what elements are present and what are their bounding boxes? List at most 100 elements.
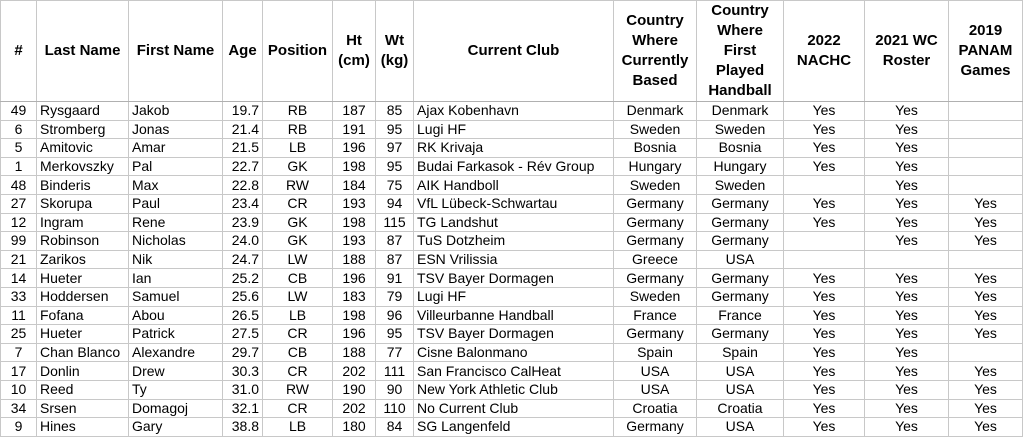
cell-country-first-played[interactable]: Denmark bbox=[696, 101, 784, 121]
cell-weight[interactable]: 110 bbox=[375, 398, 414, 419]
cell-2021-wc-roster[interactable]: Yes bbox=[864, 398, 949, 419]
cell-country-based[interactable]: Sweden bbox=[613, 286, 697, 307]
cell-country-first-played[interactable]: France bbox=[696, 305, 784, 326]
cell-height[interactable]: 190 bbox=[332, 379, 376, 400]
cell-country-first-played[interactable]: Germany bbox=[696, 324, 784, 344]
cell-2021-wc-roster[interactable]: Yes bbox=[864, 268, 949, 288]
cell-height[interactable]: 191 bbox=[332, 119, 376, 140]
cell-first-name[interactable]: Jakob bbox=[128, 101, 223, 121]
cell-weight[interactable]: 87 bbox=[375, 249, 414, 270]
cell-current-club[interactable]: AIK Handboll bbox=[413, 175, 614, 195]
cell-country-first-played[interactable]: Sweden bbox=[696, 175, 784, 195]
cell-2022-nachc[interactable] bbox=[783, 175, 865, 195]
cell-weight[interactable]: 115 bbox=[375, 212, 414, 233]
cell-weight[interactable]: 85 bbox=[375, 101, 414, 121]
cell-first-name[interactable]: Alexandre bbox=[128, 342, 223, 363]
cell-2021-wc-roster[interactable]: Yes bbox=[864, 379, 949, 400]
cell-age[interactable]: 22.8 bbox=[222, 175, 263, 195]
cell-last-name[interactable]: Hueter bbox=[36, 268, 129, 288]
cell-age[interactable]: 32.1 bbox=[222, 398, 263, 419]
cell-2022-nachc[interactable]: Yes bbox=[783, 361, 865, 381]
cell-country-first-played[interactable]: Germany bbox=[696, 286, 784, 307]
cell-last-name[interactable]: Hoddersen bbox=[36, 286, 129, 307]
cell-current-club[interactable]: SG Langenfeld bbox=[413, 417, 614, 437]
cell-weight[interactable]: 79 bbox=[375, 286, 414, 307]
cell-first-name[interactable]: Rene bbox=[128, 212, 223, 233]
cell-position[interactable]: CR bbox=[262, 324, 333, 344]
cell-2021-wc-roster[interactable]: Yes bbox=[864, 231, 949, 251]
cell-country-based[interactable]: Germany bbox=[613, 268, 697, 288]
cell-height[interactable]: 184 bbox=[332, 175, 376, 195]
cell-country-first-played[interactable]: USA bbox=[696, 417, 784, 437]
cell-current-club[interactable]: TSV Bayer Dormagen bbox=[413, 268, 614, 288]
cell-current-club[interactable]: Cisne Balonmano bbox=[413, 342, 614, 363]
cell-position[interactable]: CR bbox=[262, 361, 333, 381]
cell-number[interactable]: 12 bbox=[0, 212, 37, 233]
cell-country-based[interactable]: Greece bbox=[613, 249, 697, 270]
cell-height[interactable]: 202 bbox=[332, 398, 376, 419]
cell-position[interactable]: LW bbox=[262, 249, 333, 270]
col-header-height[interactable]: Ht (cm) bbox=[332, 0, 376, 102]
cell-2021-wc-roster[interactable]: Yes bbox=[864, 175, 949, 195]
cell-number[interactable]: 10 bbox=[0, 379, 37, 400]
cell-first-name[interactable]: Paul bbox=[128, 193, 223, 214]
cell-first-name[interactable]: Pal bbox=[128, 156, 223, 177]
col-header-2019-panam[interactable]: 2019 PANAM Games bbox=[948, 0, 1023, 102]
cell-height[interactable]: 196 bbox=[332, 324, 376, 344]
cell-first-name[interactable]: Drew bbox=[128, 361, 223, 381]
cell-number[interactable]: 33 bbox=[0, 286, 37, 307]
cell-first-name[interactable]: Nik bbox=[128, 249, 223, 270]
cell-country-first-played[interactable]: Germany bbox=[696, 212, 784, 233]
cell-country-based[interactable]: USA bbox=[613, 361, 697, 381]
cell-age[interactable]: 26.5 bbox=[222, 305, 263, 326]
cell-2021-wc-roster[interactable] bbox=[864, 249, 949, 270]
cell-last-name[interactable]: Hines bbox=[36, 417, 129, 437]
cell-2019-panam[interactable]: Yes bbox=[948, 231, 1023, 251]
cell-first-name[interactable]: Ian bbox=[128, 268, 223, 288]
cell-age[interactable]: 25.2 bbox=[222, 268, 263, 288]
cell-country-based[interactable]: France bbox=[613, 305, 697, 326]
cell-country-based[interactable]: Croatia bbox=[613, 398, 697, 419]
cell-country-based[interactable]: Bosnia bbox=[613, 138, 697, 158]
cell-country-first-played[interactable]: Germany bbox=[696, 268, 784, 288]
cell-weight[interactable]: 95 bbox=[375, 119, 414, 140]
cell-number[interactable]: 17 bbox=[0, 361, 37, 381]
cell-current-club[interactable]: Lugi HF bbox=[413, 119, 614, 140]
cell-age[interactable]: 22.7 bbox=[222, 156, 263, 177]
cell-2022-nachc[interactable]: Yes bbox=[783, 417, 865, 437]
cell-2019-panam[interactable]: Yes bbox=[948, 379, 1023, 400]
cell-age[interactable]: 21.5 bbox=[222, 138, 263, 158]
cell-age[interactable]: 21.4 bbox=[222, 119, 263, 140]
cell-number[interactable]: 99 bbox=[0, 231, 37, 251]
cell-first-name[interactable]: Samuel bbox=[128, 286, 223, 307]
cell-current-club[interactable]: Ajax Kobenhavn bbox=[413, 101, 614, 121]
cell-country-based[interactable]: Sweden bbox=[613, 119, 697, 140]
cell-first-name[interactable]: Abou bbox=[128, 305, 223, 326]
cell-2021-wc-roster[interactable]: Yes bbox=[864, 342, 949, 363]
cell-2019-panam[interactable] bbox=[948, 156, 1023, 177]
cell-height[interactable]: 198 bbox=[332, 156, 376, 177]
cell-position[interactable]: LB bbox=[262, 138, 333, 158]
cell-country-based[interactable]: Spain bbox=[613, 342, 697, 363]
cell-weight[interactable]: 95 bbox=[375, 156, 414, 177]
cell-age[interactable]: 30.3 bbox=[222, 361, 263, 381]
cell-2021-wc-roster[interactable]: Yes bbox=[864, 212, 949, 233]
cell-age[interactable]: 19.7 bbox=[222, 101, 263, 121]
cell-last-name[interactable]: Chan Blanco bbox=[36, 342, 129, 363]
cell-first-name[interactable]: Jonas bbox=[128, 119, 223, 140]
cell-current-club[interactable]: ESN Vrilissia bbox=[413, 249, 614, 270]
col-header-current-club[interactable]: Current Club bbox=[413, 0, 614, 102]
cell-weight[interactable]: 94 bbox=[375, 193, 414, 214]
cell-2019-panam[interactable] bbox=[948, 342, 1023, 363]
cell-2021-wc-roster[interactable]: Yes bbox=[864, 193, 949, 214]
cell-2019-panam[interactable]: Yes bbox=[948, 398, 1023, 419]
cell-age[interactable]: 27.5 bbox=[222, 324, 263, 344]
cell-height[interactable]: 198 bbox=[332, 305, 376, 326]
cell-weight[interactable]: 75 bbox=[375, 175, 414, 195]
cell-last-name[interactable]: Donlin bbox=[36, 361, 129, 381]
cell-weight[interactable]: 96 bbox=[375, 305, 414, 326]
cell-2019-panam[interactable] bbox=[948, 101, 1023, 121]
col-header-country-based[interactable]: Country Where Currently Based bbox=[613, 0, 697, 102]
cell-height[interactable]: 187 bbox=[332, 101, 376, 121]
cell-weight[interactable]: 97 bbox=[375, 138, 414, 158]
